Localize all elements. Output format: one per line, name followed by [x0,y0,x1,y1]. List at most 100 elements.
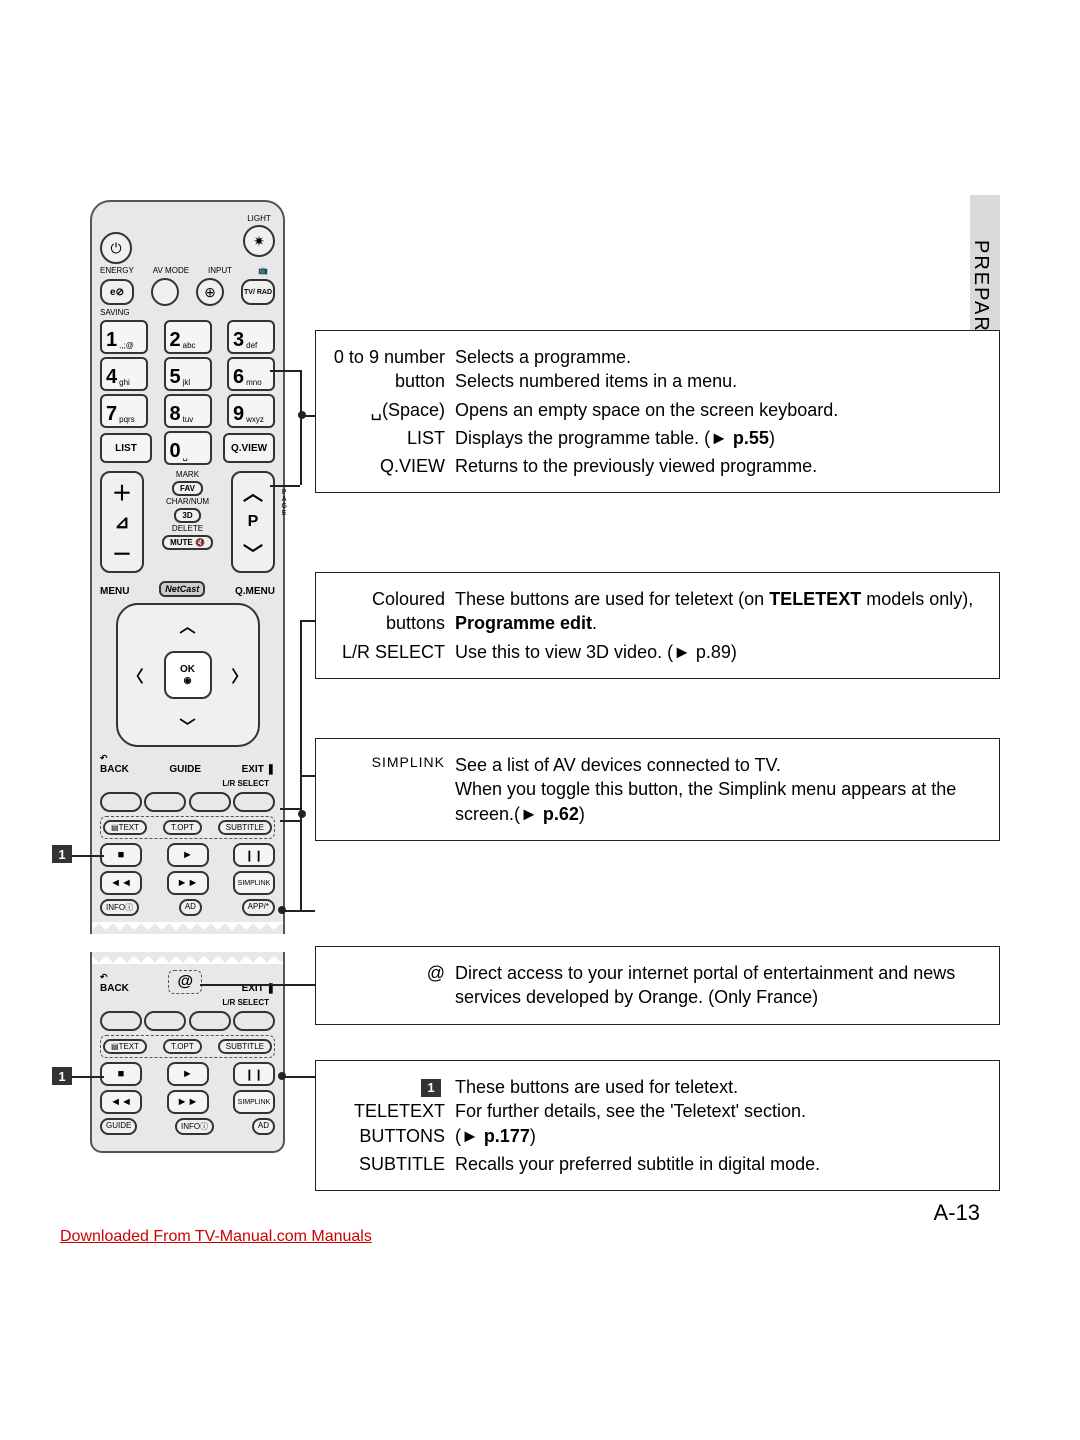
qmenu-button[interactable]: Q.MENU [235,586,275,597]
app-button[interactable]: APP/* [242,899,275,916]
back-button[interactable]: ↶BACK [100,753,129,775]
label-tvrad: 📺 [251,267,275,275]
ad-button-b[interactable]: AD [252,1118,275,1135]
key-8[interactable]: 8tuv [164,394,212,428]
key-5[interactable]: 5jkl [164,357,212,391]
red-button[interactable] [100,792,142,812]
desc-teletext: 1 TELETEXTBUTTONS These buttons are used… [315,1060,1000,1191]
key-4[interactable]: 4ghi [100,357,148,391]
light-button[interactable]: ✷ [243,225,275,257]
subtitle-button-b[interactable]: SUBTITLE [218,1039,272,1054]
key-0[interactable]: 0␣ [164,431,212,465]
rewind-button-a[interactable]: ◄◄ [100,871,142,895]
green-button[interactable] [144,792,186,812]
callout-marker-1b: 1 [52,1067,72,1085]
dr-space: Opens an empty space on the screen keybo… [455,398,985,422]
desc-number-buttons: 0 to 9 numberbuttonSelects a programme.S… [315,330,1000,493]
volume-rocker[interactable]: ＋⊿－ [100,471,144,573]
dl-number: 0 to 9 numberbutton [334,347,445,391]
input-button[interactable]: ⊕ [196,278,224,306]
back-button-2[interactable]: ↶BACK [100,972,129,994]
dpad-left[interactable]: 〈 [128,663,144,687]
blue-button-2[interactable] [233,1011,275,1031]
pause-button-b[interactable]: ❙❙ [233,1062,275,1086]
power-button[interactable]: ⏻ [100,232,132,264]
key-3[interactable]: 3def [227,320,275,354]
fav-button[interactable]: FAV [172,481,203,496]
fastfwd-button-a[interactable]: ►► [167,871,209,895]
subtitle-button-a[interactable]: SUBTITLE [218,820,272,835]
connector [280,808,300,810]
stop-button-b[interactable]: ■ [100,1062,142,1086]
dr-qview: Returns to the previously viewed program… [455,454,985,478]
at-button[interactable]: @ [177,973,193,990]
rewind-button-b[interactable]: ◄◄ [100,1090,142,1114]
text-button-a[interactable]: ▤TEXT [103,820,147,835]
connector [300,370,302,485]
avmode-button[interactable] [151,278,179,306]
stop-button-a[interactable]: ■ [100,843,142,867]
topt-button-b[interactable]: T.OPT [163,1039,202,1054]
coloured-buttons-row [100,792,275,812]
list-button[interactable]: LIST [100,433,152,463]
ok-button[interactable]: OK◉ [164,651,212,699]
simplink-button-b[interactable]: SIMPLINK [233,1090,275,1114]
teletext-group-a: ▤TEXT T.OPT SUBTITLE [100,816,275,839]
play-button-b[interactable]: ► [167,1062,209,1086]
info-button-a[interactable]: INFOⓘ [100,899,139,916]
tvrad-button[interactable]: TV/ RAD [241,279,275,305]
dr-coloured: These buttons are used for teletext (on … [455,587,985,636]
mute-button[interactable]: MUTE 🔇 [162,535,213,550]
info-button-b[interactable]: INFOⓘ [175,1118,214,1135]
green-button-2[interactable] [144,1011,186,1031]
connector [200,984,315,986]
pause-button-a[interactable]: ❙❙ [233,843,275,867]
menu-button[interactable]: MENU [100,586,129,597]
connector [270,485,300,487]
simplink-button-a[interactable]: SIMPLINK [233,871,275,895]
key-6[interactable]: 6mno [227,357,275,391]
connector [280,820,300,822]
key-2[interactable]: 2abc [164,320,212,354]
connector [72,1076,104,1078]
yellow-button-2[interactable] [189,1011,231,1031]
netcast-button[interactable]: NetCast [159,581,205,597]
dpad-down[interactable]: ﹀ [179,713,195,737]
dr-subtitle: Recalls your preferred subtitle in digit… [455,1152,985,1176]
connector [270,370,300,372]
play-button-a[interactable]: ► [167,843,209,867]
download-link[interactable]: Downloaded From TV-Manual.com Manuals [60,1228,372,1246]
label-light: LIGHT [247,215,271,223]
connector-dot [278,906,286,914]
blue-button[interactable] [233,792,275,812]
exit-button[interactable]: EXIT ❚ [242,764,275,775]
ad-button-a[interactable]: AD [179,899,202,916]
page-number: A-13 [934,1200,980,1226]
desc-coloured-buttons: ColouredbuttonsThese buttons are used fo… [315,572,1000,679]
dl-qview: Q.VIEW [380,456,445,476]
key-1[interactable]: 1.,;@ [100,320,148,354]
dpad-up[interactable]: ︿ [179,613,195,637]
qview-button[interactable]: Q.VIEW [223,433,275,463]
guide-button[interactable]: GUIDE [169,764,201,775]
energy-saving-button[interactable]: e⊘ [100,279,134,305]
3d-button[interactable]: 3D [174,508,200,523]
page-rocker[interactable]: ︿P﹀ [231,471,275,573]
key-7[interactable]: 7pqrs [100,394,148,428]
connector-dot [298,411,306,419]
dr-at: Direct access to your internet portal of… [455,961,985,1010]
connector [300,775,315,777]
topt-button-a[interactable]: T.OPT [163,820,202,835]
yellow-button[interactable] [189,792,231,812]
guide-button-b[interactable]: GUIDE [100,1118,137,1135]
navigation-dpad[interactable]: ︿ ﹀ 〈 〉 OK◉ [116,603,260,747]
callout-marker-1c: 1 [421,1079,441,1097]
red-button-2[interactable] [100,1011,142,1031]
key-9[interactable]: 9wxyz [227,394,275,428]
dpad-right[interactable]: 〉 [231,663,247,687]
fastfwd-button-b[interactable]: ►► [167,1090,209,1114]
remote-control-illustration: LIGHT✷ ⏻ ENERGY AV MODE INPUT 📺 e⊘ ⊕ TV/… [90,200,285,1153]
label-lrselect: L/R SELECT [100,779,275,788]
text-button-b[interactable]: ▤TEXT [103,1039,147,1054]
connector [300,775,302,910]
